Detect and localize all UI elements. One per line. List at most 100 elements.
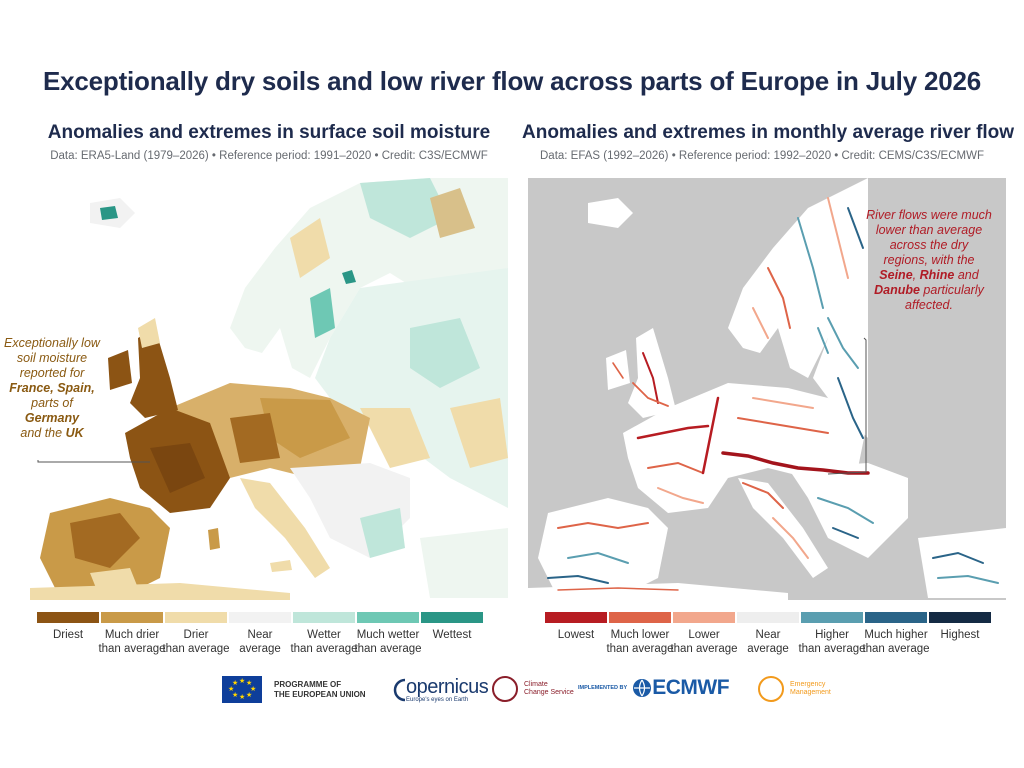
balkans-land — [788, 463, 908, 558]
legend-label: Near average — [239, 629, 281, 655]
legend-item: Much higher than average — [862, 612, 930, 656]
copernicus-logo: opernicus Europe's eyes on Earth — [392, 676, 489, 703]
legend-swatch — [801, 612, 863, 623]
legend-swatch — [165, 612, 227, 623]
legend-swatch — [421, 612, 483, 623]
legend-item: Higher than average — [798, 612, 866, 656]
legend-item: Much wetter than average — [354, 612, 422, 656]
legend-swatch — [737, 612, 799, 623]
river-flow-header: Anomalies and extremes in monthly averag… — [522, 122, 1015, 162]
legend-label: Lower than average — [670, 629, 738, 655]
annotation-line: particularly — [919, 283, 984, 297]
annotation-bold: Seine — [879, 268, 913, 282]
river-flow-map-svg — [528, 178, 1006, 600]
legend-item: Lowest — [544, 612, 608, 656]
soil-moisture-map — [30, 178, 508, 600]
france-land — [623, 408, 728, 513]
c3s-logo-line: Climate — [524, 681, 548, 688]
legend-label: Driest — [52, 629, 84, 641]
iceland-land — [588, 198, 633, 228]
river-network — [547, 197, 999, 591]
annotation-line: regions, with the — [883, 253, 975, 267]
emergency-logo-line: Emergency — [790, 681, 826, 688]
soil-moisture-annotation: Exceptionally low soil moisture reported… — [4, 336, 100, 441]
ireland-land — [108, 350, 132, 390]
river-flow-subtitle: Data: EFAS (1992–2026) • Reference perio… — [540, 150, 984, 162]
eu-logo-text: PROGRAMME OF THE EUROPEAN UNION — [274, 680, 366, 700]
legend-item: Drier than average — [162, 612, 230, 656]
turkey-land — [420, 528, 508, 598]
river-flow-map — [528, 178, 1006, 600]
legend-item: Wettest — [420, 612, 484, 656]
annotation-line: lower than average — [875, 223, 983, 237]
river-flow-annotation: River flows were much lower than average… — [860, 208, 998, 313]
legend-item: Driest — [36, 612, 100, 656]
annotation-line: and the — [20, 426, 66, 440]
north-africa-land — [528, 583, 788, 600]
legend-swatch — [865, 612, 927, 623]
c3s-logo: Climate Change Service — [492, 676, 574, 702]
legend-label: Much wetter than average — [354, 629, 422, 655]
annotation-bold: Danube — [874, 283, 920, 297]
legend-item: Near average — [736, 612, 800, 656]
legend-label: Near average — [747, 629, 789, 655]
emergency-circle-icon — [758, 676, 784, 702]
annotation-line: reported for — [19, 366, 85, 380]
soil-moisture-title: Anomalies and extremes in surface soil m… — [47, 122, 491, 143]
legend-swatch — [37, 612, 99, 623]
north-africa-land — [30, 583, 290, 600]
legend-label: Much higher than average — [862, 629, 930, 655]
c3s-logo-line: Change Service — [524, 689, 574, 696]
legend-item: Much drier than average — [98, 612, 166, 656]
annotation-line: Exceptionally low — [4, 336, 100, 350]
annotation-bold: Germany — [24, 411, 80, 425]
annotation-line: River flows were much — [866, 208, 992, 222]
great-britain-land — [130, 328, 178, 418]
emergency-logo: Emergency Management — [758, 676, 831, 702]
legend-label: Wetter than average — [290, 629, 358, 655]
legend-label: Highest — [940, 629, 980, 641]
annotation-bold: UK — [65, 426, 84, 440]
emergency-logo-line: Management — [790, 689, 831, 696]
annotation-line: parts of — [31, 396, 73, 410]
legend-item: Much lower than average — [606, 612, 674, 656]
river-flow-title: Anomalies and extremes in monthly averag… — [522, 122, 1015, 143]
legend-item: Lower than average — [670, 612, 738, 656]
legend-label: Drier than average — [162, 629, 230, 655]
soil-moisture-header: Anomalies and extremes in surface soil m… — [30, 122, 508, 162]
ecmwf-logo: IMPLEMENTED BY ECMWF — [578, 676, 730, 700]
eu-logo: ★ ★ ★ ★ ★ ★ ★ ★ PROGRAMME OF THE EUROPEAN UN… — [222, 676, 366, 703]
eu-flag-icon: ★ ★ ★ ★ ★ ★ ★ ★ — [222, 676, 262, 703]
soil-moisture-map-svg — [30, 178, 508, 600]
seine-river — [636, 424, 710, 440]
annotation-sep: and — [954, 268, 979, 282]
annotation-bold: Rhine — [919, 268, 955, 282]
legend-swatch — [357, 612, 419, 623]
eu-logo-line: THE EUROPEAN UNION — [274, 689, 366, 699]
legend-swatch — [101, 612, 163, 623]
partner-logos: ★ ★ ★ ★ ★ ★ ★ ★ PROGRAMME OF THE EUROPEAN UN… — [0, 676, 1024, 710]
c3s-circle-icon — [492, 676, 518, 702]
legend-item: Highest — [928, 612, 992, 656]
legend-label: Much drier than average — [98, 629, 166, 655]
implemented-by-text: IMPLEMENTED BY — [578, 685, 628, 691]
legend-swatch — [293, 612, 355, 623]
legend-item: Near average — [228, 612, 292, 656]
legend-label: Wettest — [432, 629, 472, 641]
italy-land — [240, 478, 330, 578]
legend-swatch — [229, 612, 291, 623]
iberia-land — [538, 498, 668, 598]
legend-label: Lowest — [557, 629, 595, 641]
legend-item: Wetter than average — [290, 612, 358, 656]
turkey-land — [918, 528, 1006, 598]
rhine-river — [701, 396, 720, 475]
annotation-sep: , — [912, 268, 920, 282]
ecmwf-globe-icon — [633, 679, 652, 697]
annotation-bold: France, Spain, — [9, 381, 95, 395]
page-title: Exceptionally dry soils and low river fl… — [42, 66, 982, 96]
annotation-line: affected. — [905, 298, 953, 312]
soil-moisture-subtitle: Data: ERA5-Land (1979–2026) • Reference … — [50, 150, 488, 162]
legend-swatch — [545, 612, 607, 623]
copernicus-tagline: Europe's eyes on Earth — [406, 697, 469, 703]
legend-swatch — [609, 612, 671, 623]
